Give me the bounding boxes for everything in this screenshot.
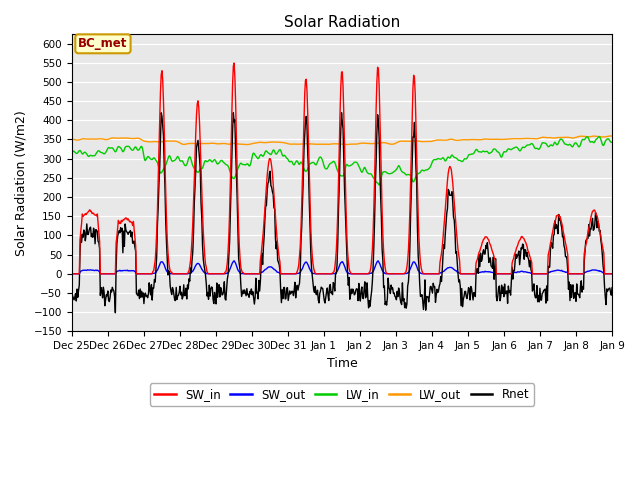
LW_in [424,167,432,172]
Rnet [111,310,119,316]
SW_in [217,271,225,276]
SW_in [133,271,141,276]
SW_out [408,262,416,267]
LW_in [188,160,196,166]
LW_in [408,177,416,183]
Line: Rnet: Rnet [72,113,612,313]
Text: BC_met: BC_met [78,37,127,50]
Line: LW_in: LW_in [72,136,612,185]
LW_out [188,141,196,146]
SW_in [230,60,238,66]
LW_in [375,182,383,188]
SW_in [408,110,416,116]
LW_in [133,146,141,152]
SW_out [188,269,196,275]
LW_out [133,135,141,141]
SW_in [188,237,196,242]
Rnet [425,299,433,305]
Line: SW_out: SW_out [72,261,612,274]
Line: LW_out: LW_out [72,136,612,144]
Rnet [134,293,141,299]
LW_out [68,136,76,142]
Rnet [189,250,196,255]
X-axis label: Time: Time [326,357,357,370]
LW_in [595,133,603,139]
SW_out [424,271,432,276]
LW_in [68,150,76,156]
Rnet [218,286,225,292]
Title: Solar Radiation: Solar Radiation [284,15,400,30]
Rnet [77,240,85,245]
LW_out [408,138,416,144]
SW_out [608,271,616,276]
Y-axis label: Solar Radiation (W/m2): Solar Radiation (W/m2) [15,110,28,255]
SW_out [68,271,76,276]
LW_out [244,142,252,147]
SW_in [608,271,616,276]
LW_out [608,133,616,139]
SW_out [230,258,238,264]
SW_in [424,271,432,276]
Legend: SW_in, SW_out, LW_in, LW_out, Rnet: SW_in, SW_out, LW_in, LW_out, Rnet [150,384,534,406]
Rnet [68,296,76,301]
LW_in [77,150,85,156]
Rnet [338,110,346,116]
LW_out [217,141,225,146]
Line: SW_in: SW_in [72,63,612,274]
SW_out [133,271,141,276]
Rnet [608,285,616,290]
LW_out [424,139,432,144]
LW_out [77,136,85,142]
SW_out [217,271,225,276]
Rnet [409,134,417,140]
SW_in [68,271,76,276]
SW_out [77,268,85,274]
SW_in [77,221,85,227]
LW_in [217,158,225,164]
LW_in [608,139,616,145]
